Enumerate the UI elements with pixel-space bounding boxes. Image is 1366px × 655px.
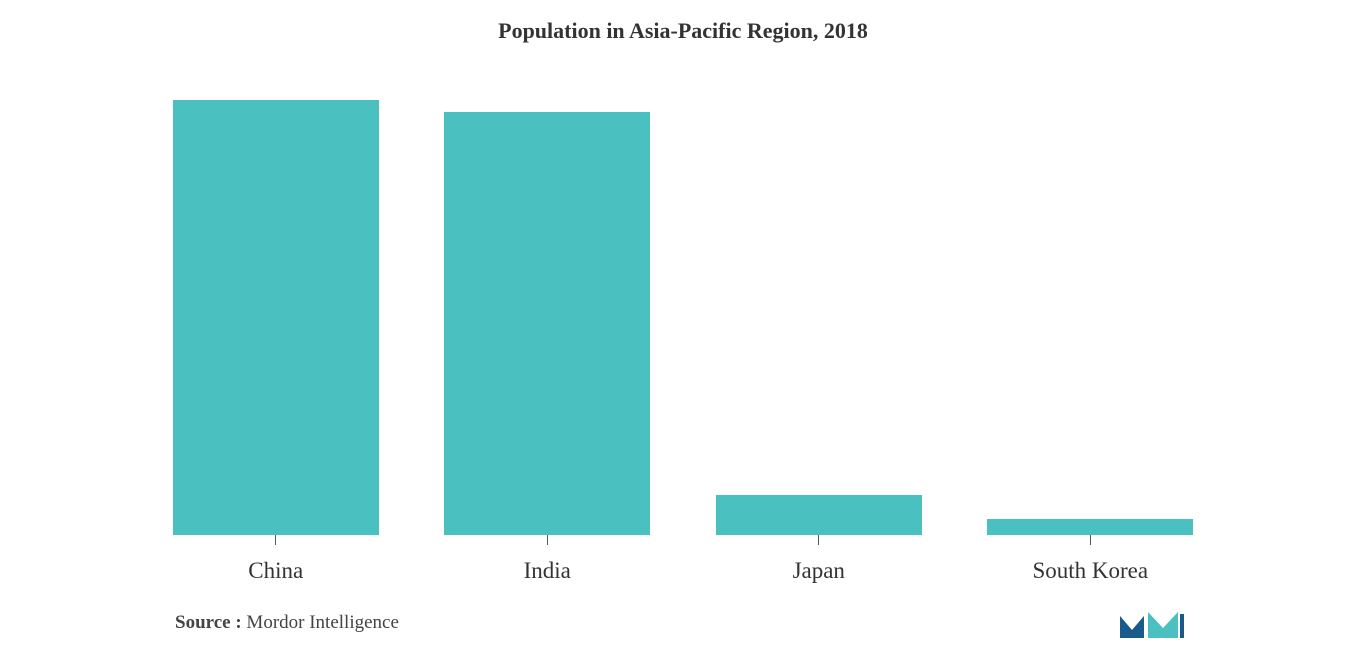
- bar-group: [955, 519, 1227, 545]
- x-label: China: [140, 558, 412, 584]
- axis-tick: [547, 535, 548, 545]
- bar-japan: [716, 495, 922, 535]
- source-label: Source :: [175, 612, 246, 633]
- source-attribution: Source : Mordor Intelligence: [175, 612, 399, 634]
- axis-tick: [818, 535, 819, 545]
- axis-tick: [1090, 535, 1091, 545]
- chart-title: Population in Asia-Pacific Region, 2018: [0, 0, 1366, 44]
- bar-india: [444, 112, 650, 535]
- bar-group: [140, 100, 412, 545]
- bar-china: [173, 100, 379, 535]
- x-label: South Korea: [955, 558, 1227, 584]
- x-label: India: [412, 558, 684, 584]
- bar-south-korea: [987, 519, 1193, 535]
- mordor-logo-icon: [1118, 608, 1188, 643]
- axis-tick: [275, 535, 276, 545]
- x-label: Japan: [683, 558, 955, 584]
- x-axis-labels: China India Japan South Korea: [140, 558, 1226, 584]
- source-name: Mordor Intelligence: [246, 612, 398, 633]
- bar-group: [683, 495, 955, 545]
- chart-plot-area: [140, 75, 1226, 545]
- bar-group: [412, 112, 684, 545]
